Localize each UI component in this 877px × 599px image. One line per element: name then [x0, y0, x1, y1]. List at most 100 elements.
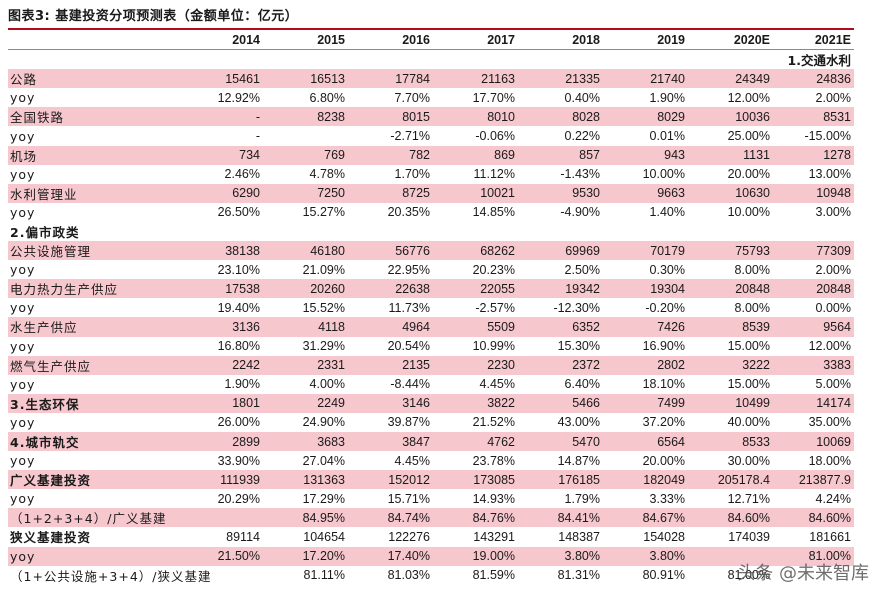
cell-value: 2.46% — [224, 167, 260, 182]
cell-value: 23.78% — [472, 453, 515, 468]
year-header: 2015 — [263, 30, 348, 51]
cell-value: 77309 — [773, 241, 854, 261]
cell-value: 16513 — [263, 69, 348, 89]
cell-value: 12.92% — [217, 90, 260, 105]
cell-value: 8015 — [348, 107, 433, 127]
cell-value: 6.40% — [564, 377, 600, 392]
cell-value: 37.20% — [642, 415, 685, 430]
cell-value: 15461 — [178, 69, 263, 89]
cell-value: 26.00% — [217, 415, 260, 430]
cell-value: 8010 — [433, 107, 518, 127]
year-header: 2021E — [773, 30, 854, 51]
cell-value: 21.50% — [178, 546, 263, 566]
cell-value: 3.80% — [518, 546, 603, 566]
cell-value: 769 — [263, 145, 348, 165]
cell-value: 2802 — [603, 355, 688, 375]
cell-value: 70179 — [603, 241, 688, 261]
cell-value: 1801 — [178, 393, 263, 413]
row-label: yoy — [10, 376, 36, 392]
cell-value — [518, 222, 603, 241]
header-blank — [8, 30, 178, 51]
forecast-table: 2014 2015 2016 2017 2018 2019 2020E 2021E 1.交通水… — [8, 30, 854, 585]
cell-value: 69969 — [518, 241, 603, 261]
cell-value: 10069 — [773, 431, 854, 452]
cell-value: 2.50% — [564, 262, 600, 277]
row-label: （1+公共设施+3+4）/狭义基建 — [10, 568, 212, 584]
year-header: 2018 — [518, 30, 603, 51]
cell-value: 2331 — [263, 355, 348, 375]
cell-value: 17.20% — [263, 546, 348, 566]
cell-value: 7426 — [603, 317, 688, 337]
cell-value: 17.70% — [472, 90, 515, 105]
cell-value: 1.70% — [394, 167, 430, 182]
cell-value: 26.50% — [217, 205, 260, 220]
cell-value: 20848 — [688, 279, 773, 299]
cell-value: 122276 — [388, 529, 430, 544]
cell-value: 20.00% — [727, 167, 770, 182]
cell-value: 176185 — [518, 470, 603, 490]
cell-value: 10630 — [688, 183, 773, 203]
cell-value: 17.40% — [348, 546, 433, 566]
cell-value: 24.90% — [302, 415, 345, 430]
cell-value: 213877.9 — [773, 470, 854, 490]
cell-value: 81.00% — [727, 568, 770, 583]
cell-value: 40.00% — [727, 415, 770, 430]
year-header: 2019 — [603, 30, 688, 51]
cell-value: 84.60% — [773, 508, 854, 528]
table-row: 公共设施管理 38138 46180 56776 68262 69969 70179 7579… — [8, 241, 854, 261]
cell-value: 18.10% — [642, 377, 685, 392]
row-label: yoy — [10, 453, 36, 469]
row-label: yoy — [10, 90, 36, 106]
cell-value: 5470 — [518, 431, 603, 452]
cell-value: 3146 — [348, 393, 433, 413]
cell-value: 7250 — [263, 183, 348, 203]
cell-value — [773, 222, 854, 241]
cell-value: 15.27% — [302, 205, 345, 220]
table-row: yoy 26.00% 24.90% 39.87% 21.52% 43.00% 37.20% 4… — [8, 413, 854, 432]
cell-value: 15.71% — [387, 491, 430, 506]
cell-value: 4.45% — [479, 377, 515, 392]
table-row: 水利管理业 6290 7250 8725 10021 9530 9663 10630 10948 — [8, 183, 854, 203]
cell-value: 17538 — [178, 279, 263, 299]
cell-value: 2230 — [433, 355, 518, 375]
cell-value — [603, 222, 688, 241]
cell-value: 22055 — [433, 279, 518, 299]
year-header: 2016 — [348, 30, 433, 51]
cell-value: 3136 — [178, 317, 263, 337]
cell-value: 21335 — [518, 69, 603, 89]
cell-value: 104654 — [303, 529, 345, 544]
row-label: 公路 — [8, 69, 178, 89]
cell-value: 17.29% — [302, 491, 345, 506]
table-row: 3.生态环保 1801 2249 3146 3822 5466 7499 10499 14174 — [8, 393, 854, 413]
cell-value: 2372 — [518, 355, 603, 375]
cell-value: 3.80% — [603, 546, 688, 566]
cell-value: - — [255, 129, 260, 144]
cell-value: 4.45% — [394, 453, 430, 468]
row-label: 水利管理业 — [8, 183, 178, 203]
title-divider — [8, 28, 854, 30]
cell-value: 0.22% — [564, 129, 600, 144]
cell-value: 5.00% — [815, 377, 851, 392]
row-label: yoy — [10, 300, 36, 316]
cell-value: 1131 — [688, 145, 773, 165]
cell-value: 23.10% — [217, 262, 260, 277]
cell-value: 24349 — [688, 69, 773, 89]
cell-value — [688, 546, 773, 566]
cell-value: 2.00% — [815, 262, 851, 277]
cell-value: 3.33% — [649, 491, 685, 506]
cell-value: 18.00% — [808, 453, 851, 468]
cell-value: 43.00% — [557, 415, 600, 430]
cell-value: -2.71% — [390, 129, 430, 144]
cell-value: 19304 — [603, 279, 688, 299]
cell-value: 154028 — [643, 529, 685, 544]
cell-value: -12.30% — [553, 300, 600, 315]
cell-value: 30.00% — [727, 453, 770, 468]
cell-value: 25.00% — [727, 129, 770, 144]
cell-value: 943 — [603, 145, 688, 165]
cell-value — [178, 222, 263, 241]
cell-value: 15.00% — [727, 339, 770, 354]
table-row: 水生产供应 3136 4118 4964 5509 6352 7426 8539 9564 — [8, 317, 854, 337]
cell-value: 20.29% — [217, 491, 260, 506]
cell-value: 1.90% — [224, 377, 260, 392]
cell-value: 8725 — [348, 183, 433, 203]
